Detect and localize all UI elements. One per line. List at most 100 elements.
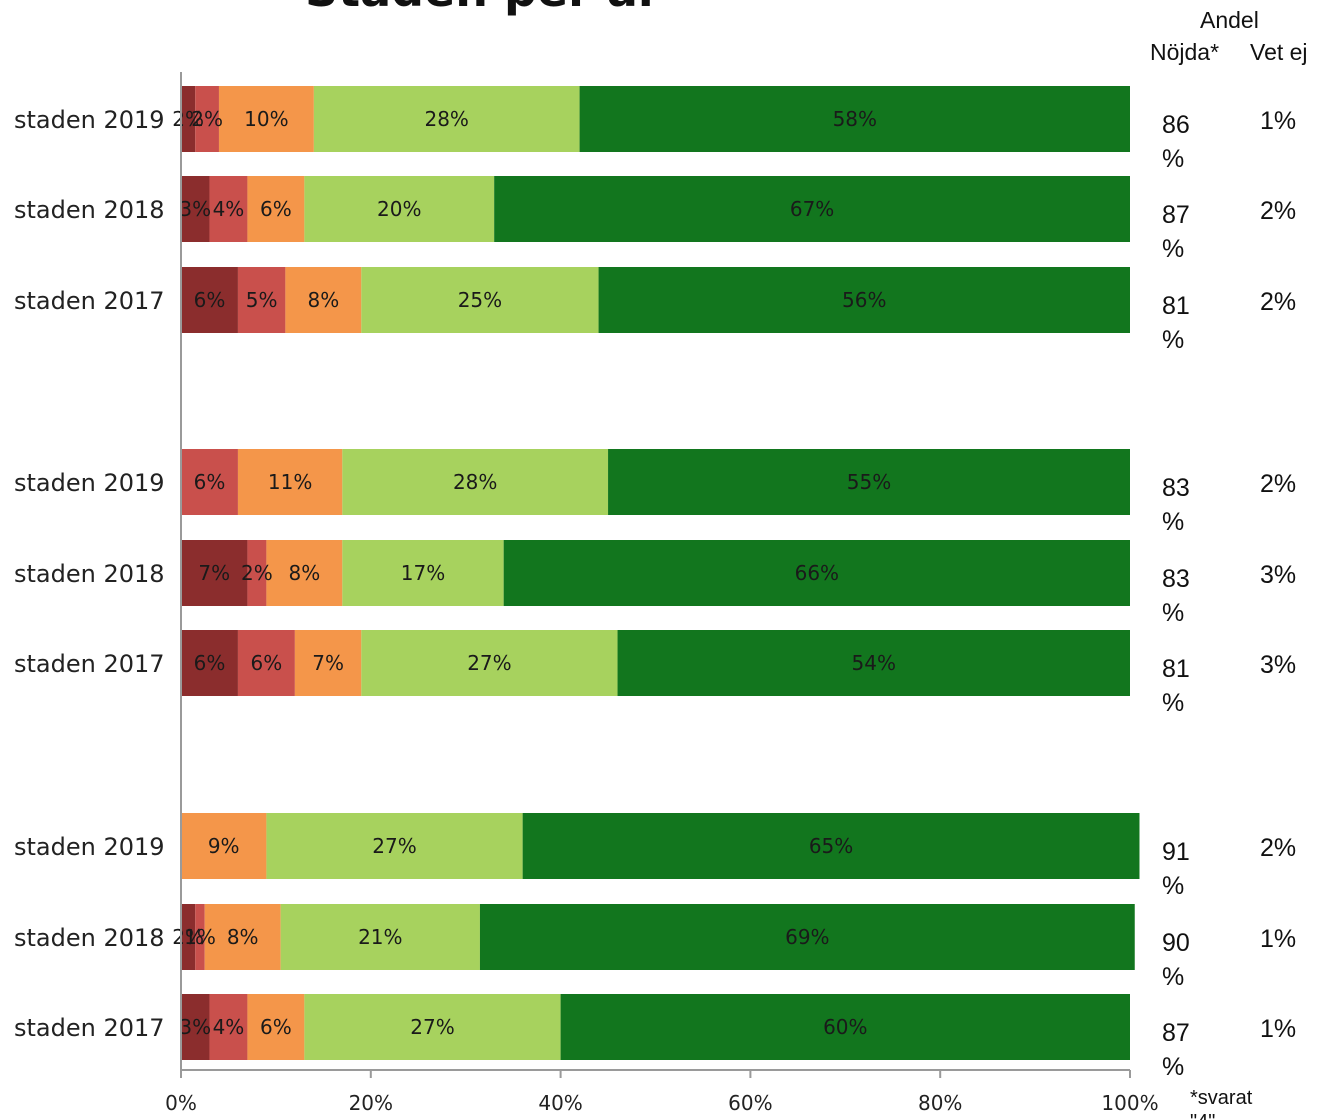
segment-data-label: 25% — [458, 288, 502, 312]
x-tick-label: 100% — [1101, 1091, 1158, 1115]
nojda-value: 90 — [1162, 929, 1190, 957]
vet-ej-value: 1% — [1260, 925, 1296, 953]
segment-data-label: 69% — [785, 925, 829, 949]
nojda-percent-sign: % — [1162, 963, 1184, 991]
bar-segment — [266, 540, 343, 606]
segment-data-label: 4% — [213, 197, 245, 221]
x-tick-label: 40% — [538, 1091, 582, 1115]
vet-ej-value: 2% — [1260, 470, 1296, 498]
segment-data-label: 6% — [194, 470, 226, 494]
segment-data-label: 8% — [307, 288, 339, 312]
labels-layer: staden 2019 2%2% 10% 28% 58%staden 2018 3% 4% 6… — [14, 106, 896, 1042]
segment-data-label: 28% — [453, 470, 497, 494]
segment-data-label: 60% — [823, 1015, 867, 1039]
vet-ej-value: 2% — [1260, 834, 1296, 862]
segment-data-label: 58% — [833, 107, 877, 131]
bar-segment — [181, 176, 210, 242]
bar-segment — [204, 904, 281, 970]
nojda-value: 81 — [1162, 655, 1190, 683]
bar-segment — [237, 267, 286, 333]
segment-data-label: 2% — [172, 925, 204, 949]
nojda-value: 83 — [1162, 565, 1190, 593]
nojda-percent-sign: % — [1162, 872, 1184, 900]
side-header-nojda: Nöjda* — [1150, 39, 1219, 65]
nojda-value: 87 — [1162, 1019, 1190, 1047]
segment-data-label: 27% — [467, 651, 511, 675]
x-ticks-layer: 0% 20% 40% 60% 80% 100% — [165, 1070, 1159, 1115]
bar-segment — [181, 813, 267, 879]
row-label: staden 2017 — [14, 287, 165, 315]
bar-segment — [608, 449, 1130, 515]
nojda-value: 91 — [1162, 838, 1190, 866]
nojda-value: 81 — [1162, 292, 1190, 320]
segment-data-label: 6% — [251, 651, 283, 675]
segment-data-label: 27% — [372, 834, 416, 858]
bar-segment — [494, 176, 1130, 242]
row-label: staden 2017 — [14, 650, 165, 678]
bar-segment — [294, 630, 362, 696]
row-label: staden 2017 — [14, 1014, 165, 1042]
row-label: staden 2019 — [14, 469, 165, 497]
row-label: staden 2019 — [14, 106, 165, 134]
row-label: staden 2018 — [14, 924, 165, 952]
bar-segment — [285, 267, 362, 333]
segment-data-label: 66% — [795, 561, 839, 585]
bar-segment — [181, 449, 238, 515]
row-label: staden 2018 — [14, 196, 165, 224]
bar-segment — [195, 86, 219, 152]
segment-data-label: 6% — [194, 288, 226, 312]
segment-data-label: 2% — [172, 107, 204, 131]
side-header-andel: Andel — [1200, 7, 1259, 33]
segment-data-label: 1% — [184, 925, 216, 949]
side-header-vetej: Vet ej — [1250, 39, 1308, 65]
nojda-percent-sign: % — [1162, 508, 1184, 536]
footnote-line-1: *svarat — [1190, 1087, 1253, 1109]
vet-ej-value: 3% — [1260, 561, 1296, 589]
segment-data-label: 21% — [358, 925, 402, 949]
nojda-percent-sign: % — [1162, 599, 1184, 627]
segment-data-label: 10% — [244, 107, 288, 131]
footnote-line-2: "4" — [1190, 1111, 1215, 1120]
segment-data-label: 6% — [194, 651, 226, 675]
bar-segment — [560, 994, 1130, 1060]
nojda-value: 83 — [1162, 474, 1190, 502]
bar-segment — [237, 630, 295, 696]
bar-segment — [209, 994, 248, 1060]
segment-data-label: 6% — [260, 1015, 292, 1039]
segment-data-label: 3% — [179, 197, 211, 221]
segment-data-label: 20% — [377, 197, 421, 221]
segment-data-label: 9% — [208, 834, 240, 858]
side-table: Andel Nöjda* Vet ej *svarat "4" 86% 1% 87%… — [1150, 7, 1308, 1120]
bar-segment — [181, 904, 196, 970]
x-tick-label: 60% — [728, 1091, 772, 1115]
vet-ej-value: 3% — [1260, 651, 1296, 679]
bar-segment — [195, 904, 205, 970]
bars-layer — [181, 86, 1140, 1060]
bar-segment — [181, 994, 210, 1060]
segment-data-label: 56% — [842, 288, 886, 312]
x-tick-label: 80% — [918, 1091, 962, 1115]
bar-segment — [247, 994, 305, 1060]
nojda-percent-sign: % — [1162, 689, 1184, 717]
nojda-value: 86 — [1162, 111, 1190, 139]
row-label: staden 2019 — [14, 833, 165, 861]
bar-segment — [313, 86, 580, 152]
segment-data-label: 8% — [289, 561, 321, 585]
bar-segment — [266, 813, 523, 879]
vet-ej-value: 2% — [1260, 288, 1296, 316]
segment-data-label: 54% — [852, 651, 896, 675]
segment-data-label: 2% — [191, 107, 223, 131]
nojda-percent-sign: % — [1162, 326, 1184, 354]
segment-data-label: 5% — [246, 288, 278, 312]
vet-ej-value: 2% — [1260, 197, 1296, 225]
nojda-value: 87 — [1162, 201, 1190, 229]
segment-data-label: 6% — [260, 197, 292, 221]
bar-segment — [209, 176, 248, 242]
nojda-percent-sign: % — [1162, 235, 1184, 263]
segment-data-label: 27% — [410, 1015, 454, 1039]
vet-ej-value: 1% — [1260, 1015, 1296, 1043]
bar-segment — [237, 449, 343, 515]
segment-data-label: 17% — [401, 561, 445, 585]
bar-segment — [598, 267, 1130, 333]
bar-segment — [503, 540, 1130, 606]
